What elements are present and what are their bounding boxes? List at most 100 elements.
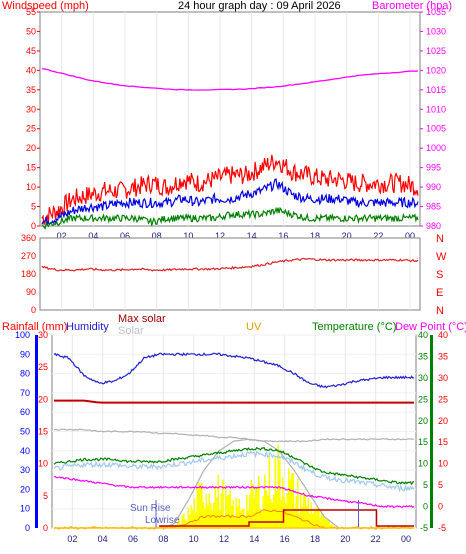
windspeed-tick-label: 40 — [26, 65, 36, 75]
temperature-tick-label: 5 — [423, 480, 428, 490]
temperature-line — [53, 446, 415, 486]
solar-bar — [205, 494, 208, 528]
dewpoint-tick-label: 35 — [438, 351, 448, 361]
wind-direction-line — [41, 257, 419, 272]
solar-bar — [211, 510, 214, 528]
panel1-hour-label: 18 — [310, 231, 320, 241]
direction-tick-label: 360 — [21, 233, 36, 243]
solar-bar — [204, 508, 206, 528]
rainfall-tick-label: 10 — [20, 504, 30, 514]
solar-bar — [313, 511, 316, 528]
temperature-tick-label: 20 — [418, 416, 428, 426]
panel3-hour-label: 00 — [401, 534, 411, 544]
barometer-tick-label: 1030 — [426, 26, 446, 36]
compass-label: N — [436, 233, 444, 245]
panel1-hour-label: 12 — [215, 231, 225, 241]
solar-bar — [210, 503, 212, 528]
panel3-hour-label: 20 — [340, 534, 350, 544]
barometer-tick-label: 1000 — [426, 143, 446, 153]
temperature-tick-label: 0 — [423, 502, 428, 512]
solar-bar — [207, 505, 209, 528]
compass-label: S — [436, 269, 443, 281]
solar-bar — [178, 518, 181, 528]
solar-bar — [216, 497, 218, 528]
solar-bar — [199, 484, 202, 528]
solar-bar — [295, 496, 298, 528]
uv-legend: UV — [246, 321, 262, 333]
humidity-tick-label: 0 — [43, 523, 48, 533]
panel1-tick-labels: 0510152025303540455055980985990995100010… — [26, 7, 446, 241]
sunrise-annotation: Sun Rise — [130, 503, 171, 514]
panel3-series — [53, 352, 415, 530]
solar-bar — [253, 498, 256, 528]
solar-bar — [304, 494, 307, 528]
solar-bar — [255, 487, 257, 528]
windspeed-tick-label: 25 — [26, 124, 36, 134]
solar-bar — [327, 518, 329, 528]
panel3-hour-label: 14 — [249, 534, 259, 544]
solar-bar — [229, 490, 232, 528]
temperature-tick-label: 15 — [418, 437, 428, 447]
barometer-tick-label: 1010 — [426, 104, 446, 114]
solar-bar — [273, 495, 275, 528]
solar-bar — [184, 519, 187, 528]
solar-bar — [202, 502, 205, 528]
solar-bar — [244, 515, 247, 528]
solar-bar — [319, 517, 322, 528]
solar-bar — [324, 519, 326, 528]
windspeed-tick-label: 0 — [31, 221, 36, 231]
solar-bar — [328, 521, 331, 528]
solar-bar — [291, 473, 293, 528]
dewpoint-legend: Dew Point (°C) — [395, 321, 466, 333]
solar-bar — [208, 493, 211, 528]
solar-bar — [331, 524, 334, 528]
windspeed-tick-label: 30 — [26, 104, 36, 114]
solar-bar — [250, 479, 253, 528]
solar-bar — [243, 508, 245, 528]
solar-bar — [306, 506, 308, 528]
windspeed-tick-label: 45 — [26, 46, 36, 56]
solar-bar — [226, 496, 229, 528]
windspeed-tick-label: 20 — [26, 143, 36, 153]
dewpoint-tick-label: 5 — [438, 480, 443, 490]
windspeed-tick-label: 5 — [31, 202, 36, 212]
solar-bar — [193, 498, 196, 528]
windspeed-line — [41, 154, 419, 225]
panel3-tick-labels: 0102030405060708090100051015202530-50510… — [15, 330, 448, 544]
panel3-hour-label: 10 — [189, 534, 199, 544]
panel3-hour-label: 16 — [280, 534, 290, 544]
windspeed-tick-label: 55 — [26, 7, 36, 17]
solar-bar — [288, 468, 290, 528]
temperature-tick-label: 10 — [418, 459, 428, 469]
solar-bar — [318, 508, 320, 528]
solar-bar — [262, 496, 265, 528]
panel1-background — [39, 11, 421, 227]
barometer-tick-label: 995 — [426, 163, 441, 173]
humidity-legend: Humidity — [66, 321, 109, 333]
barometer-tick-label: 990 — [426, 182, 441, 192]
rainfall-tick-label: 0 — [25, 523, 30, 533]
panel1-hour-label: 04 — [88, 231, 98, 241]
solar-bar — [258, 475, 260, 528]
panel2-series — [41, 257, 419, 272]
solar-bar — [240, 510, 242, 528]
panel3-hour-label: 04 — [98, 534, 108, 544]
humidity-tick-label: 25 — [38, 362, 48, 372]
solar-bar — [181, 515, 184, 528]
barometer-tick-label: 1035 — [426, 7, 446, 17]
solar-bar — [280, 499, 283, 528]
solar-bar — [309, 513, 311, 528]
solar-bar — [261, 512, 263, 528]
solar-bar — [241, 508, 244, 528]
panel3-hour-label: 22 — [371, 534, 381, 544]
rainfall-total-line — [159, 509, 414, 527]
panel2-grid — [61, 238, 411, 310]
humidity-tick-label: 5 — [43, 491, 48, 501]
dewpoint-tick-label: 40 — [438, 330, 448, 340]
temperature-tick-label: 40 — [418, 330, 428, 340]
solar-bar — [325, 517, 328, 528]
barometer-tick-label: 1020 — [426, 65, 446, 75]
solar-bar — [187, 507, 190, 528]
rainfall-tick-label: 30 — [20, 465, 30, 475]
